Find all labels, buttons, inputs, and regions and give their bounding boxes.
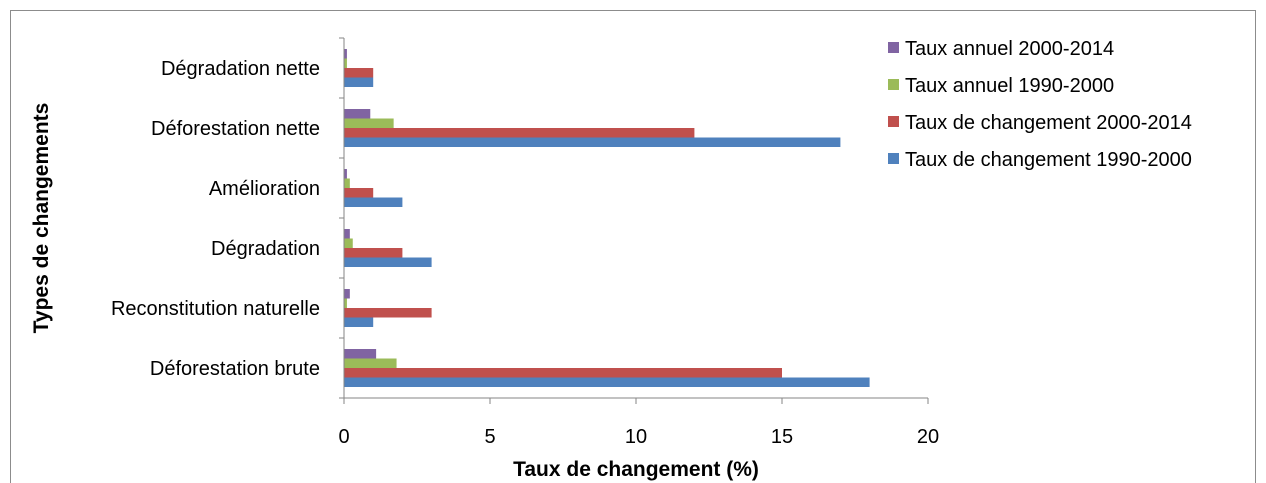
y-axis-title: Types de changements [30,103,53,334]
legend-swatch-1 [888,153,899,164]
legend-label-4: Taux annuel 2000-2014 [905,38,1114,60]
bar-amelioration-series-1 [344,197,403,207]
x-axis-title: Taux de changement (%) [513,458,759,481]
bar-reconstitution-naturelle-series-4 [344,289,350,299]
bar-degradation-nette-series-3 [344,58,347,68]
bar-amelioration-series-3 [344,178,350,188]
bar-amelioration-series-2 [344,188,374,198]
bar-degradation-series-2 [344,248,403,258]
bar-degradation-series-3 [344,238,353,248]
x-tick-label-5: 5 [484,426,495,448]
legend-label-1: Taux de changement 1990-2000 [905,149,1192,171]
legend-label-3: Taux annuel 1990-2000 [905,75,1114,97]
bar-deforestation-brute-series-3 [344,358,397,368]
bar-degradation-nette-series-1 [344,77,374,87]
x-ticks-group: 0 5 10 15 20 [338,398,939,448]
legend-label-2: Taux de changement 2000-2014 [905,112,1192,134]
x-tick-label-0: 0 [338,426,349,448]
bar-reconstitution-naturelle-series-2 [344,308,432,318]
category-label-reconstitution-naturelle: Reconstitution naturelle [111,298,320,320]
bar-reconstitution-naturelle-series-1 [344,317,374,327]
bar-degradation-nette-series-4 [344,49,347,59]
legend-swatch-4 [888,42,899,53]
bars-group [339,37,870,399]
category-label-amelioration: Amélioration [209,178,320,200]
chart-frame [10,10,1256,483]
bar-deforestation-brute-series-4 [344,349,377,359]
category-label-degradation: Dégradation [211,238,320,260]
bar-degradation-nette-series-2 [344,68,374,78]
legend-swatch-2 [888,116,899,127]
category-label-deforestation-nette: Déforestation nette [151,118,320,140]
bar-deforestation-brute-series-2 [344,368,782,378]
bar-deforestation-nette-series-2 [344,128,695,138]
bar-deforestation-brute-series-1 [344,377,870,387]
bar-amelioration-series-4 [344,169,347,179]
category-label-deforestation-brute: Déforestation brute [150,358,320,380]
bar-reconstitution-naturelle-series-3 [344,298,347,308]
category-labels-group: Déforestation brute Reconstitution nature… [111,58,320,380]
legend: Taux annuel 2000-2014 Taux annuel 1990-20… [888,38,1192,171]
bar-deforestation-nette-series-1 [344,137,841,147]
x-tick-label-20: 20 [917,426,939,448]
category-label-degradation-nette: Dégradation nette [161,58,320,80]
bar-deforestation-nette-series-3 [344,118,394,128]
x-tick-label-10: 10 [625,426,647,448]
bar-deforestation-nette-series-4 [344,109,371,119]
bar-degradation-series-4 [344,229,350,239]
bar-degradation-series-1 [344,257,432,267]
legend-swatch-3 [888,79,899,90]
x-tick-label-15: 15 [771,426,793,448]
